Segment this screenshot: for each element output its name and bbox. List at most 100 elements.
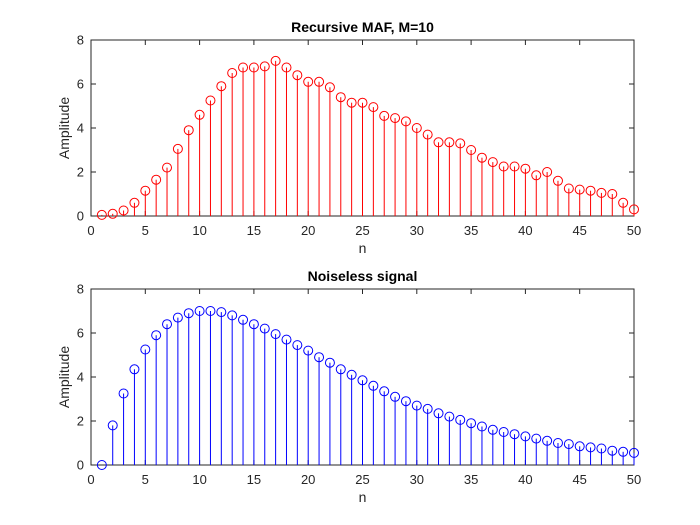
x-tick-label: 20 [301, 223, 315, 238]
stem-marker [390, 113, 401, 124]
x-tick-label: 25 [355, 223, 369, 238]
x-tick-label: 0 [87, 223, 94, 238]
stem-marker [379, 110, 390, 121]
stem-marker [498, 427, 509, 437]
x-tick-label: 45 [572, 223, 586, 238]
stem-marker [292, 340, 303, 351]
stem-marker [96, 460, 107, 470]
y-tick-label: 4 [77, 121, 84, 136]
x-tick-label: 20 [301, 472, 315, 487]
stem-marker [542, 435, 553, 446]
stem-marker [324, 82, 335, 93]
x-tick-label: 35 [464, 472, 478, 487]
stem-marker [314, 352, 325, 363]
stem-marker [238, 62, 249, 73]
stem-marker [227, 310, 238, 321]
stem-marker [466, 418, 477, 429]
stem-marker [476, 152, 487, 163]
x-tick-label: 15 [247, 472, 261, 487]
stem-marker [346, 97, 357, 108]
stem-marker [629, 447, 639, 458]
stem-marker [563, 183, 574, 194]
stem-marker [498, 161, 509, 172]
stem-marker [400, 396, 411, 407]
x-tick-label: 40 [518, 223, 532, 238]
stem-marker [314, 76, 325, 87]
stem-marker [292, 70, 303, 81]
stem-marker [129, 364, 140, 375]
stem-marker [96, 209, 107, 220]
x-axis-label: n [359, 240, 367, 256]
x-tick-label: 35 [464, 223, 478, 238]
stem-marker [368, 380, 379, 391]
stem-marker [574, 441, 585, 452]
stem-marker [140, 185, 151, 196]
stem-marker [162, 162, 173, 173]
stem-marker [324, 357, 335, 368]
x-tick-label: 30 [410, 223, 424, 238]
y-tick-label: 6 [77, 77, 84, 92]
stem-marker [248, 62, 259, 73]
stem-marker [509, 161, 520, 172]
stem-marker [172, 143, 183, 154]
stem-marker [216, 81, 227, 92]
stem-marker [629, 204, 639, 215]
y-tick-label: 2 [77, 165, 84, 180]
stem-marker [107, 420, 118, 431]
stem-marker [411, 123, 422, 133]
stem-marker [455, 138, 466, 149]
x-tick-label: 30 [410, 472, 424, 487]
stem-marker [618, 446, 629, 457]
y-tick-label: 0 [77, 209, 84, 224]
y-tick-label: 0 [77, 458, 84, 473]
stem-marker [151, 174, 162, 185]
stem-marker [596, 187, 607, 198]
stem-marker [466, 145, 477, 155]
stem-marker [607, 445, 618, 456]
stem-marker [303, 345, 314, 356]
stem-marker [487, 424, 498, 435]
stem-marker [118, 388, 129, 399]
plot-title: Noiseless signal [308, 268, 418, 284]
stem-marker [270, 55, 281, 66]
plot-title: Recursive MAF, M=10 [291, 19, 434, 35]
stem-marker [172, 312, 183, 323]
stem-marker [574, 184, 585, 195]
y-tick-label: 6 [77, 326, 84, 341]
y-axis-label: Amplitude [56, 346, 72, 408]
y-tick-label: 8 [77, 33, 84, 48]
stem-marker [368, 102, 379, 113]
stem-marker [476, 421, 487, 432]
stem-marker [390, 391, 401, 402]
x-tick-label: 45 [572, 472, 586, 487]
y-tick-label: 8 [77, 282, 84, 297]
stem-marker [585, 442, 596, 453]
stem-marker [194, 306, 205, 316]
stem-marker [270, 329, 281, 340]
stem-marker [607, 189, 618, 199]
stem-marker [487, 157, 498, 168]
stem-marker [552, 438, 563, 448]
stem-marker [205, 95, 216, 106]
stem-marker [227, 68, 238, 78]
stem-marker [509, 429, 520, 440]
stem-marker [520, 431, 531, 442]
stem-marker [585, 185, 596, 196]
stem-marker [531, 433, 542, 444]
stem-marker [129, 197, 140, 208]
x-tick-label: 50 [627, 472, 641, 487]
stem-marker [618, 197, 629, 208]
stem-marker [542, 167, 553, 177]
y-tick-label: 4 [77, 370, 84, 385]
y-tick-label: 2 [77, 414, 84, 429]
stem-marker [346, 369, 357, 380]
plot-noiseless-signal: 0 5 10 15 20 25 30 35 40 45 50 0 2 4 6 8 Noiseless signa… [56, 268, 641, 505]
plot-recursive-maf: 0 5 10 15 20 25 30 35 40 45 50 0 2 4 6 8 Recursive MAF, … [56, 19, 641, 256]
stem-marker [107, 208, 118, 219]
x-tick-label: 25 [355, 472, 369, 487]
x-tick-label: 10 [192, 223, 206, 238]
stem-marker [400, 116, 411, 127]
stem-marker [183, 125, 194, 136]
stem-marker [259, 61, 270, 72]
